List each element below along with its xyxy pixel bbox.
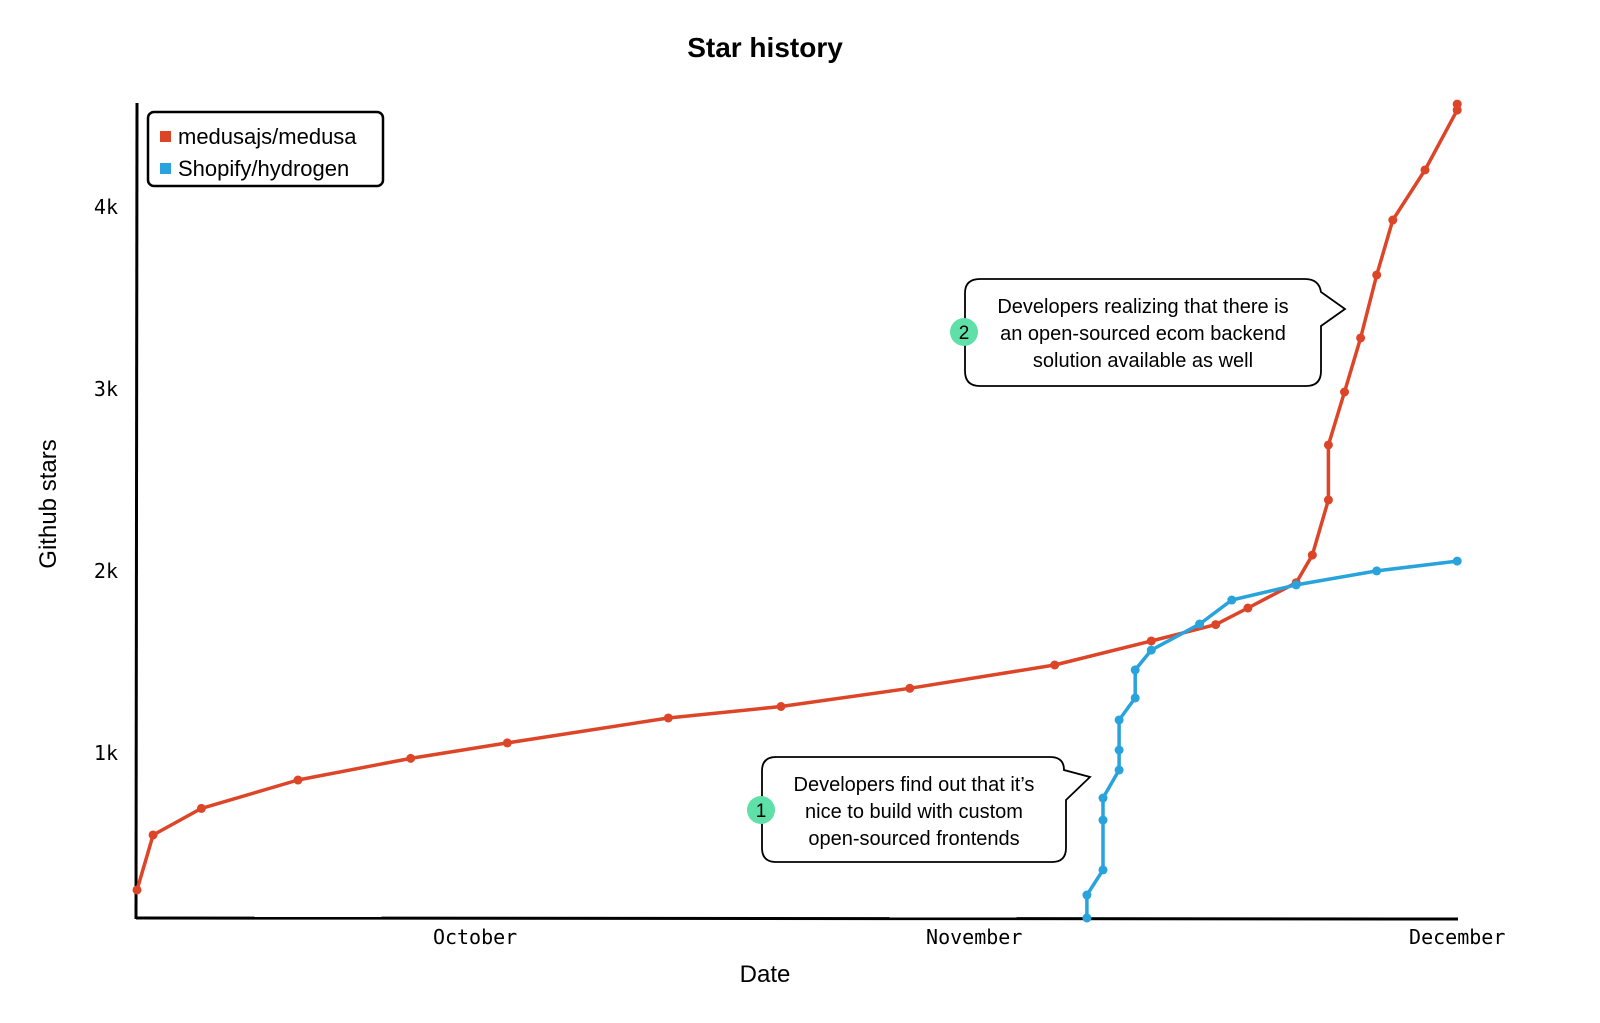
data-point bbox=[1098, 815, 1108, 825]
data-point bbox=[406, 753, 416, 763]
data-point bbox=[663, 713, 673, 723]
legend-label-medusa: medusajs/medusa bbox=[178, 124, 357, 149]
data-point bbox=[1452, 99, 1462, 109]
annotation-line: nice to build with custom bbox=[805, 801, 1023, 823]
y-axis-label: Github stars bbox=[35, 439, 62, 568]
data-point bbox=[1291, 580, 1301, 590]
legend: medusajs/medusa Shopify/hydrogen bbox=[146, 110, 385, 188]
data-point bbox=[1372, 566, 1382, 576]
series-line bbox=[135, 104, 1459, 891]
data-point bbox=[1323, 495, 1333, 505]
data-point bbox=[1372, 270, 1382, 280]
annotation-1: 1 Developers find out that it’s nice to … bbox=[747, 756, 1092, 863]
x-axis-line bbox=[135, 916, 1459, 921]
x-tick-label: October bbox=[433, 925, 517, 949]
data-point bbox=[1082, 890, 1092, 900]
data-point bbox=[502, 738, 512, 748]
y-tick-label: 2k bbox=[94, 559, 118, 583]
annotation-2: 2 Developers realizing that there is an … bbox=[950, 278, 1347, 387]
data-point bbox=[1243, 603, 1253, 613]
data-point bbox=[1114, 745, 1124, 755]
callout-bubble bbox=[964, 278, 1347, 387]
data-point bbox=[905, 683, 915, 693]
data-point bbox=[1307, 550, 1317, 560]
data-point bbox=[1323, 440, 1333, 450]
data-point bbox=[1227, 595, 1237, 605]
annotation-badge bbox=[950, 318, 978, 346]
annotation-badge bbox=[747, 796, 775, 824]
y-tick-label: 3k bbox=[94, 377, 118, 401]
data-point bbox=[1340, 387, 1349, 397]
annotation-line: open-sourced frontends bbox=[808, 828, 1019, 850]
x-tick-label: December bbox=[1409, 925, 1505, 949]
x-tick-label: November bbox=[926, 925, 1022, 949]
data-point bbox=[1130, 693, 1140, 703]
series-shopify-hydrogen bbox=[1082, 556, 1462, 923]
series-line bbox=[1085, 559, 1458, 918]
data-point bbox=[1050, 660, 1060, 670]
y-axis-line bbox=[134, 102, 139, 920]
data-point bbox=[776, 702, 786, 711]
data-point bbox=[1195, 619, 1205, 629]
data-point bbox=[1211, 620, 1221, 630]
legend-swatch-medusa bbox=[160, 131, 171, 142]
callout-bubble bbox=[761, 756, 1092, 863]
data-point bbox=[1146, 645, 1156, 655]
chart-title: Star history bbox=[687, 32, 843, 63]
data-point bbox=[1452, 556, 1462, 566]
legend-swatch-hydrogen bbox=[160, 163, 171, 174]
data-point bbox=[1420, 165, 1430, 175]
legend-label-hydrogen: Shopify/hydrogen bbox=[178, 156, 349, 181]
data-point bbox=[196, 803, 206, 813]
data-point bbox=[1146, 636, 1156, 646]
data-point bbox=[132, 885, 142, 895]
x-axis-label: Date bbox=[740, 961, 791, 988]
annotation-line: Developers find out that it’s bbox=[794, 774, 1035, 796]
data-point bbox=[148, 830, 158, 840]
data-point bbox=[1098, 865, 1108, 875]
data-point bbox=[1098, 793, 1108, 803]
annotation-number: 2 bbox=[959, 323, 970, 344]
annotation-line: solution available as well bbox=[1033, 350, 1253, 372]
annotation-number: 1 bbox=[756, 801, 767, 822]
data-point bbox=[1114, 715, 1124, 725]
annotation-line: an open-sourced ecom backend bbox=[1000, 323, 1286, 345]
data-point bbox=[1356, 333, 1366, 343]
legend-box bbox=[146, 110, 385, 188]
data-point bbox=[1130, 665, 1140, 675]
data-point bbox=[1114, 765, 1124, 775]
y-tick-label: 1k bbox=[94, 741, 118, 765]
y-tick-label: 4k bbox=[94, 195, 118, 219]
data-point bbox=[1388, 215, 1398, 225]
data-point bbox=[293, 775, 303, 785]
data-point bbox=[1082, 913, 1092, 923]
annotation-line: Developers realizing that there is bbox=[997, 296, 1288, 318]
